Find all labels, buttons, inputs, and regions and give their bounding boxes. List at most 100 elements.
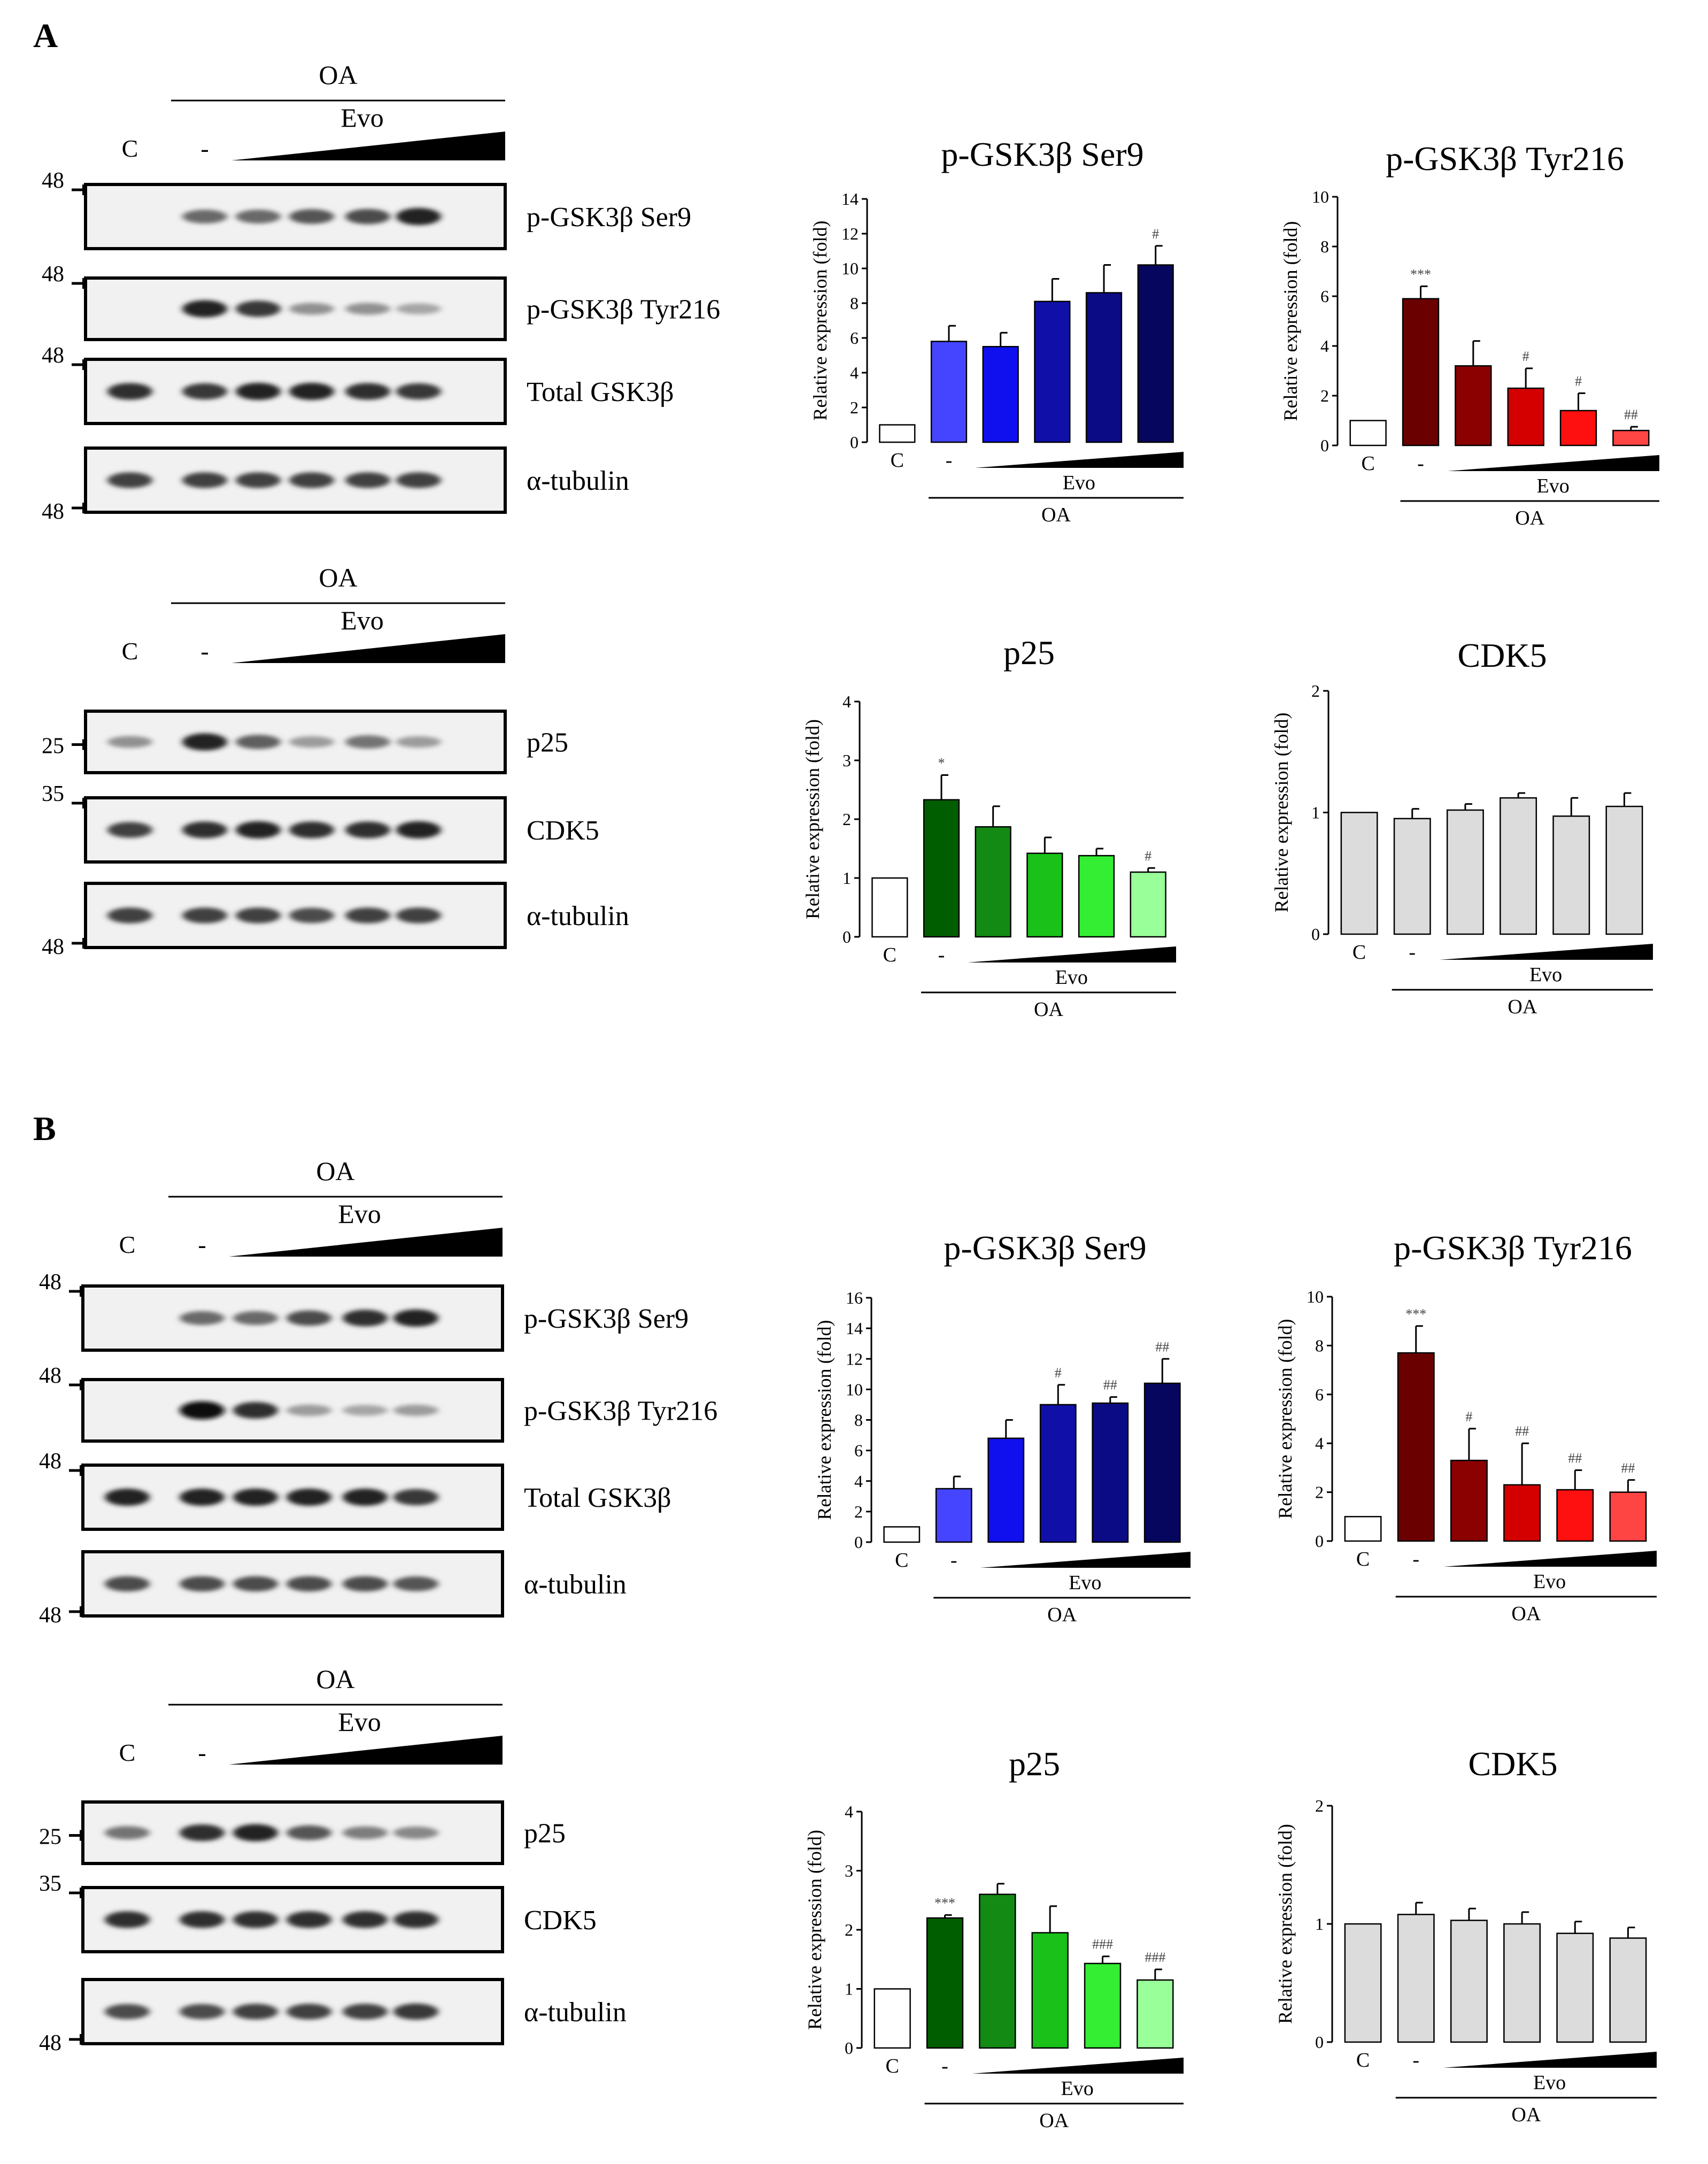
bar [1397, 1914, 1435, 2043]
bar [930, 341, 968, 443]
protein-label: p-GSK3β Tyr216 [524, 1396, 717, 1427]
significance-mark: * [938, 756, 945, 771]
y-tick-label: 0 [843, 927, 851, 946]
category-label-vehicle: - [938, 944, 945, 966]
chart-title: p-GSK3β Ser9 [941, 135, 1143, 173]
blot-band [182, 907, 227, 923]
blot-band [396, 821, 441, 839]
blot-band [182, 383, 227, 400]
marker-label: 48 [42, 168, 64, 193]
blot-band [107, 907, 152, 923]
y-axis-label: Relative expression (fold) [809, 221, 831, 421]
blot-band [393, 2003, 438, 2020]
y-axis-label: Relative expression (fold) [1271, 713, 1292, 913]
category-label-control: C [1361, 452, 1374, 475]
blot-band [289, 821, 334, 838]
protein-label: p25 [524, 1819, 566, 1849]
category-label-vehicle: - [941, 2055, 948, 2077]
treatment-label: OA [1039, 2109, 1069, 2132]
lane-label-control: C [122, 135, 138, 162]
dose-wedge [971, 2058, 1184, 2074]
y-tick-label: 0 [1320, 436, 1329, 455]
marker-label: 25 [42, 734, 64, 759]
lane-label-vehicle: - [200, 637, 208, 665]
category-label-vehicle: - [1412, 2049, 1419, 2071]
bar [1031, 1932, 1069, 2049]
bar [1143, 1382, 1181, 1543]
category-label-control: C [1356, 1548, 1370, 1570]
blot-band [289, 382, 334, 401]
blot-band [343, 1576, 388, 1592]
significance-mark: ## [1103, 1377, 1117, 1393]
y-tick-label: 0 [1315, 1531, 1324, 1551]
y-tick-label: 2 [850, 398, 859, 417]
blot-band [180, 1824, 225, 1842]
protein-label: p-GSK3β Tyr216 [527, 295, 720, 325]
y-tick-label: 2 [1311, 681, 1320, 700]
blot-group-b-gsk: OA Evo C - 48 p-GSK3β Ser9 48 p-GSK3β Tyr216 48 T… [39, 1156, 717, 1628]
blot-band [393, 1309, 438, 1327]
protein-label: p25 [527, 728, 568, 758]
bar [1026, 852, 1063, 938]
category-label-vehicle: - [950, 1549, 957, 1572]
blot-row: 48 α-tubulin [42, 446, 629, 524]
y-tick-label: 1 [845, 1980, 853, 1999]
category-label-vehicle: - [1412, 1548, 1419, 1570]
blot-band [343, 1405, 388, 1416]
blot-band [287, 1488, 331, 1506]
y-tick-label: 2 [1320, 386, 1329, 405]
chart-a-1: p-GSK3β Tyr216 0 2 4 6 8 10 Relative expression… [1280, 140, 1659, 529]
blot-band [396, 907, 441, 923]
y-tick-label: 8 [1320, 237, 1329, 256]
blot-band [345, 472, 390, 488]
treatment-label: OA [319, 60, 357, 90]
dose-wedge [229, 1736, 503, 1765]
blot-band [345, 735, 390, 749]
blot-band [236, 382, 281, 401]
blot-band [233, 1488, 278, 1506]
compound-label: Evo [1061, 2077, 1094, 2100]
blot-band [233, 1911, 278, 1928]
lane-label-vehicle: - [198, 1231, 206, 1258]
y-tick-label: 4 [1320, 336, 1329, 356]
lane-label-vehicle: - [200, 135, 208, 162]
compound-label: Evo [1529, 964, 1562, 986]
marker-label: 48 [39, 1449, 61, 1474]
dose-wedge [229, 1228, 503, 1257]
marker-label: 48 [39, 1364, 61, 1388]
bar [1402, 298, 1440, 446]
y-tick-label: 8 [850, 294, 859, 313]
blot-row: 48 α-tubulin [39, 1550, 627, 1628]
chart-title: p-GSK3β Tyr216 [1386, 140, 1624, 178]
marker-label: 48 [39, 1603, 61, 1628]
chart-title: CDK5 [1457, 636, 1547, 674]
y-tick-label: 6 [1315, 1385, 1324, 1404]
protein-label: CDK5 [527, 815, 599, 846]
bar [1503, 1923, 1541, 2043]
blot-group-b-p25: OA Evo C - 25 p25 35 CDK5 48 α-tubulin [39, 1664, 627, 2055]
blot-band [105, 1488, 150, 1506]
significance-mark: # [1152, 226, 1159, 242]
bar [1084, 1962, 1122, 2049]
blot-band [289, 209, 334, 224]
significance-mark: # [1575, 373, 1582, 389]
blot-row: 48 p-GSK3β Ser9 [39, 1270, 689, 1352]
panel-label-b: B [33, 1110, 56, 1148]
bar [1556, 1932, 1594, 2043]
y-tick-label: 8 [1315, 1336, 1324, 1355]
blot-group-a-p25: OA Evo C - 25 p25 35 CDK5 48 α-tubulin [42, 563, 629, 959]
y-tick-label: 4 [843, 692, 851, 711]
blot-band [343, 1826, 388, 1839]
blot-band [182, 300, 227, 318]
y-tick-label: 4 [845, 1802, 853, 1821]
treatment-label: OA [319, 563, 357, 592]
protein-label: Total GSK3β [527, 377, 674, 407]
bar [982, 346, 1019, 443]
blot-band [182, 733, 227, 751]
chart-b-1: p-GSK3β Tyr216 0 2 4 6 8 10 Relative expression… [1274, 1229, 1657, 1625]
chart-a-3: CDK5 0 1 2 Relative expression (fold) C - Evo OA [1271, 636, 1653, 1018]
blot-row: 48 p-GSK3β Ser9 [42, 168, 691, 250]
bar [1092, 1402, 1129, 1543]
compound-label: Evo [338, 1199, 381, 1229]
marker-label: 48 [39, 2031, 61, 2055]
